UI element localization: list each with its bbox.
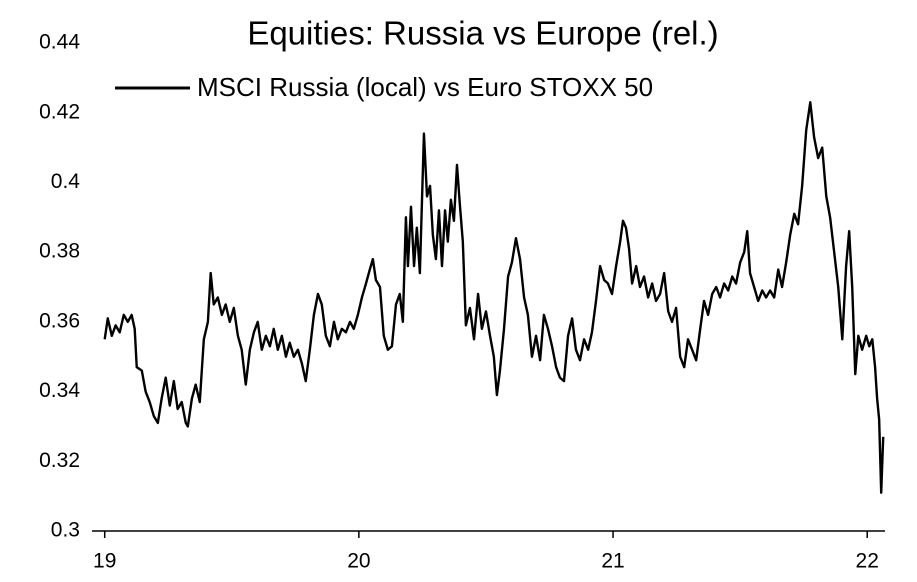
series-line [103, 101, 885, 494]
y-tick-label: 0.44 [39, 31, 80, 54]
x-tick-label: 20 [347, 550, 370, 573]
y-tick-label: 0.34 [39, 379, 80, 402]
y-tick-label: 0.38 [39, 240, 80, 263]
y-tick-label: 0.3 [51, 519, 80, 542]
x-tick-label: 21 [601, 550, 624, 573]
y-tick-label: 0.42 [39, 100, 80, 123]
y-tick-label: 0.36 [39, 309, 80, 332]
x-tick-label: 19 [93, 550, 116, 573]
y-tick-label: 0.4 [51, 170, 81, 193]
y-tick-label: 0.32 [39, 449, 80, 472]
x-tick-label: 22 [856, 550, 879, 573]
chart-title: Equities: Russia vs Europe (rel.) [247, 15, 718, 52]
legend-label: MSCI Russia (local) vs Euro STOXX 50 [197, 72, 653, 102]
